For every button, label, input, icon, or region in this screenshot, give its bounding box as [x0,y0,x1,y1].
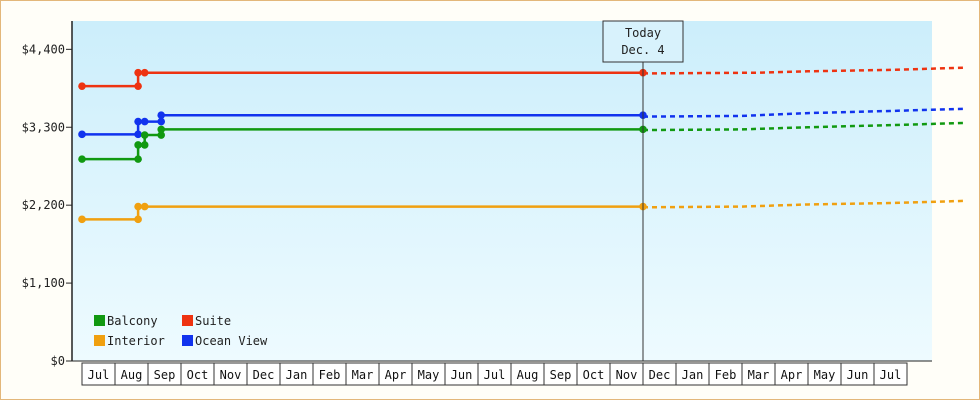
data-point [78,215,86,224]
month-label: Jun [451,368,473,382]
month-label: Sep [154,368,176,382]
forecast-line [642,121,964,132]
today-label: Today [625,26,661,40]
month-label: Jul [484,368,506,382]
month-cell [873,362,908,386]
data-point [134,141,142,149]
month-label: Aug [517,368,539,382]
data-point [134,155,142,163]
data-point [78,130,86,139]
data-point [134,82,142,90]
month-label: May [814,368,836,382]
data-point [134,202,142,211]
month-label: Apr [385,368,407,382]
month-label: Nov [220,368,242,382]
month-label: May [418,368,440,382]
month-label: Mar [748,368,770,382]
month-label: Jul [88,368,110,382]
legend-item-balcony: Balcony [94,314,158,328]
y-tick-label: $1,100 [22,276,65,290]
data-point [157,125,165,134]
month-label: Dec [649,368,671,382]
y-tick-label: $2,200 [22,198,65,212]
month-label: Oct [187,368,209,382]
data-point [134,117,142,126]
plot-background [72,21,932,361]
legend-item-interior: Interior [94,334,165,348]
series-interior [78,199,964,224]
month-label: Aug [121,368,143,382]
data-point [134,215,142,224]
data-point [140,202,149,211]
forecast-line [642,107,964,118]
month-axis: Jul Aug Sep Oct Nov Dec Jan Feb Mar Apr May Jun Jul A… [81,362,908,386]
data-point [157,117,165,126]
month-label: Apr [781,368,803,382]
month-label: Oct [583,368,605,382]
axes: $0 $1,100 $2,200 $3,300 $4,400 [22,21,932,368]
series-balcony [78,121,964,163]
series-ocean-view [78,107,964,139]
legend-swatch [94,335,105,346]
data-point [134,68,142,77]
month-label: Dec [253,368,275,382]
month-label: Jul [880,368,902,382]
data-point [140,117,149,126]
legend-swatch [182,335,193,346]
series-layer [78,66,964,224]
y-tick-label: $0 [51,354,65,368]
data-point [78,82,86,90]
data-point [157,131,165,139]
legend-swatch [94,315,105,326]
legend-label: Suite [195,314,231,328]
data-point [157,111,165,120]
data-point [78,155,86,163]
series-suite [78,66,964,90]
month-label: Feb [715,368,737,382]
legend-swatch [182,315,193,326]
y-tick-label: $3,300 [22,120,65,134]
legend-item-ocean-view: Ocean View [182,334,268,348]
forecast-line [642,66,964,75]
legend: Balcony Suite Interior Ocean View [94,314,268,348]
month-label: Jan [682,368,704,382]
y-tick-label: $4,400 [22,42,65,56]
data-point [134,130,142,139]
today-box [602,20,684,63]
month-label: Jan [286,368,308,382]
month-label: Sep [550,368,572,382]
month-label: Jun [847,368,869,382]
data-point [140,68,149,77]
legend-label: Interior [107,334,165,348]
legend-label: Ocean View [195,334,268,348]
month-label: Nov [616,368,638,382]
data-point [140,131,149,139]
forecast-line [642,199,964,209]
today-marker: Today Dec. 4 [602,20,684,361]
legend-label: Balcony [107,314,158,328]
month-label: Feb [319,368,341,382]
month-label: Mar [352,368,374,382]
legend-item-suite: Suite [182,314,231,328]
data-point [140,141,149,149]
today-date: Dec. 4 [621,43,664,57]
